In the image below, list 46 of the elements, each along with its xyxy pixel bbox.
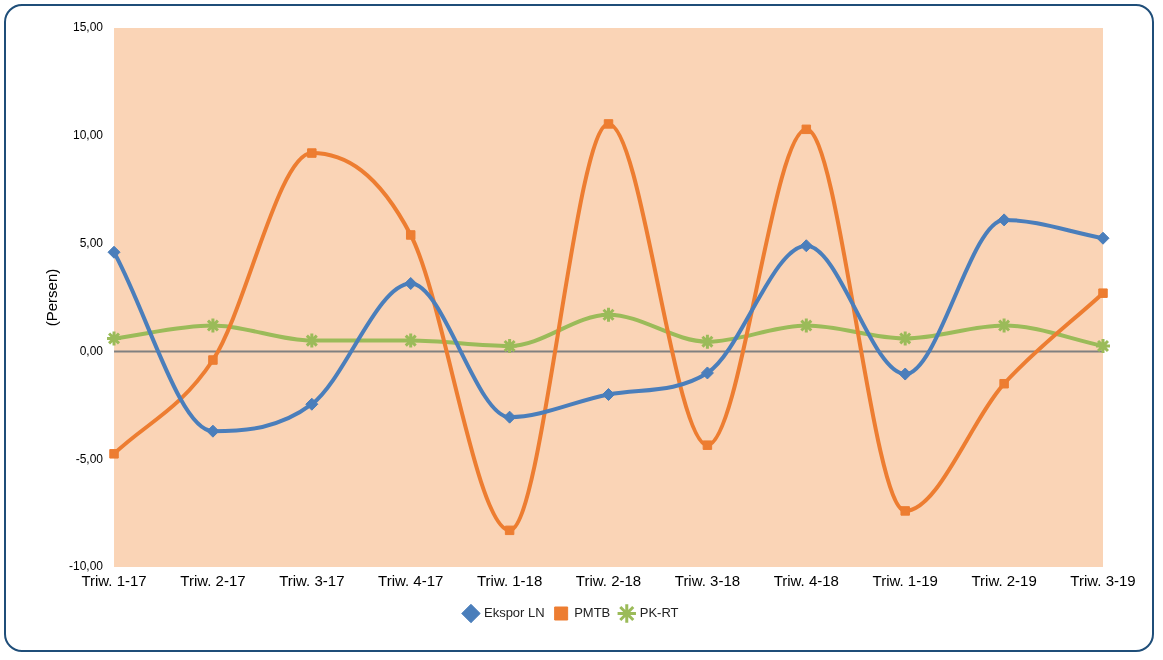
point <box>206 424 220 438</box>
point <box>208 355 218 365</box>
point <box>504 525 515 536</box>
point <box>801 124 812 135</box>
legend-label: PK-RT <box>639 605 679 621</box>
x-tick-label: Triw. 2-18 <box>575 572 642 590</box>
point <box>997 213 1011 227</box>
x-tick-label: Triw. 3-18 <box>674 572 741 590</box>
x-tick-label: Triw. 1-19 <box>872 572 938 590</box>
point <box>999 379 1009 389</box>
point <box>1098 288 1108 298</box>
y-tick-label: 0,00 <box>79 343 104 358</box>
x-tick-label: Triw. 4-17 <box>378 572 444 590</box>
point <box>603 119 614 129</box>
y-tick-label: -10,00 <box>68 559 104 574</box>
point <box>305 397 319 411</box>
y-tick-label: 5,00 <box>79 235 104 250</box>
x-tick-label: Triw. 2-17 <box>180 572 246 590</box>
legend-label: PMTB <box>574 605 611 621</box>
point <box>405 230 416 240</box>
point <box>1094 337 1112 355</box>
point <box>698 333 716 351</box>
point <box>700 366 714 380</box>
y-axis-title: (Persen) <box>43 268 61 327</box>
x-tick-label: Triw. 3-17 <box>279 572 345 590</box>
point <box>702 440 713 450</box>
point <box>900 506 910 516</box>
point <box>501 337 519 355</box>
point <box>109 449 119 459</box>
x-tick-label: Triw. 2-19 <box>971 572 1037 590</box>
y-tick-label: -5,00 <box>75 451 104 466</box>
point <box>404 276 418 290</box>
point <box>1096 231 1110 245</box>
x-tick-label: Triw. 3-19 <box>1070 572 1136 590</box>
point <box>898 367 912 381</box>
x-tick-label: Triw. 4-18 <box>773 572 839 590</box>
point <box>307 148 317 158</box>
legend-label: Ekspor LN <box>483 605 545 621</box>
y-tick-label: 10,00 <box>72 128 104 143</box>
y-tick-label: 15,00 <box>72 20 104 35</box>
point <box>602 388 616 402</box>
x-tick-label: Triw. 1-17 <box>81 572 147 590</box>
point <box>799 239 813 253</box>
x-tick-label: Triw. 1-18 <box>476 572 543 590</box>
point <box>105 329 123 347</box>
point <box>107 245 121 259</box>
